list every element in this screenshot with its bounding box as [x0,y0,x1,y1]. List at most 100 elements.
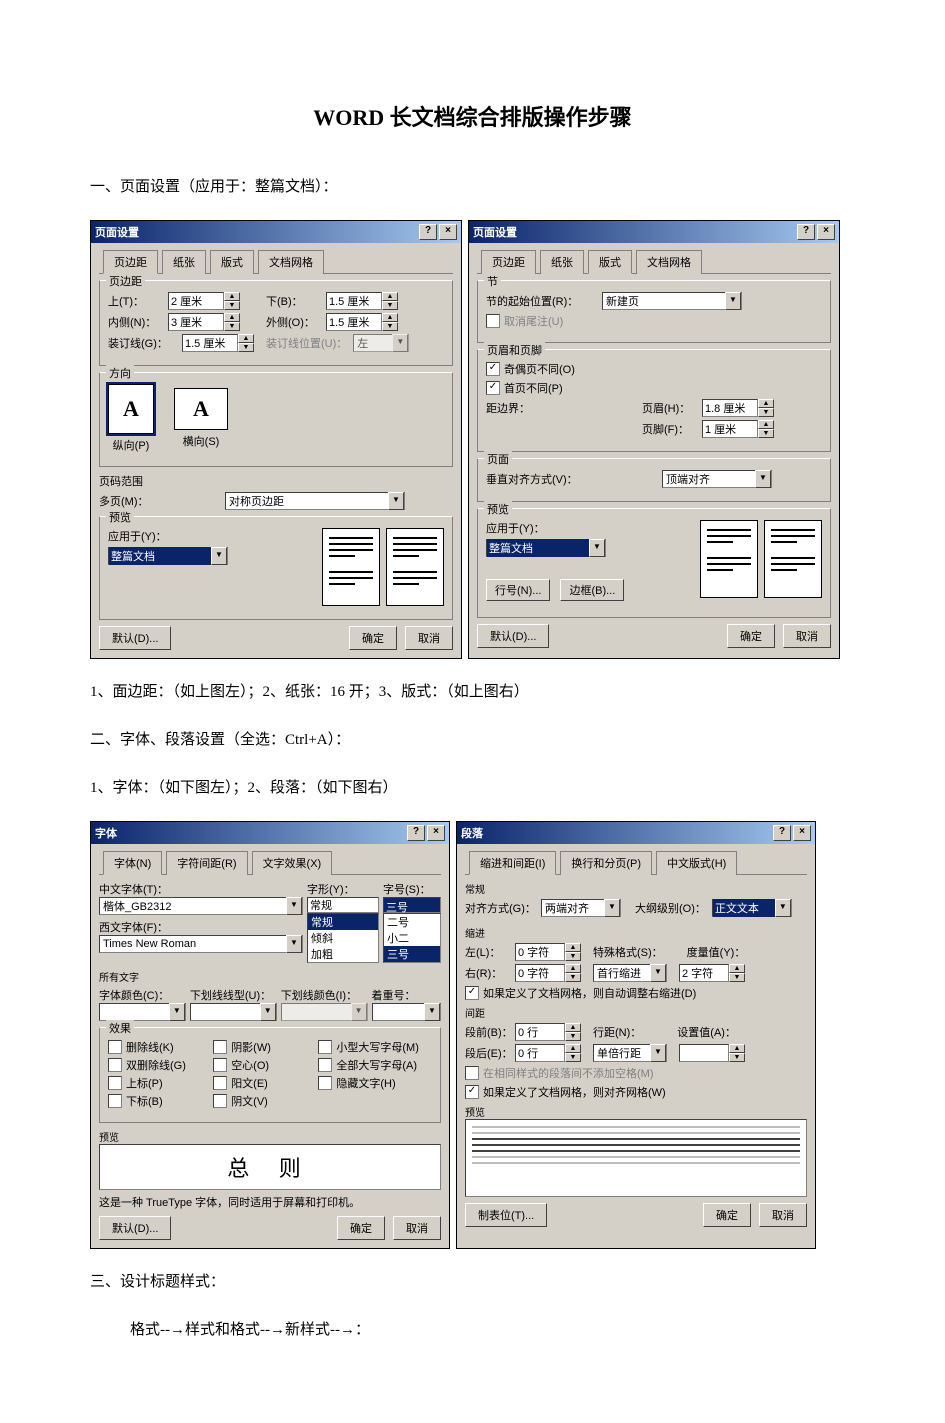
close-icon[interactable]: × [817,224,835,240]
font-color-combo[interactable]: ▼ [99,1003,186,1021]
list-item[interactable]: 常规 [308,914,378,930]
spin-down-icon[interactable]: ▼ [224,301,240,310]
spin-up-icon[interactable]: ▲ [382,292,398,301]
spin-up-icon[interactable]: ▲ [565,1044,581,1053]
gutter-spinner[interactable]: ▲▼ [182,334,254,352]
size-input[interactable]: 三号 [383,897,441,913]
list-item[interactable]: 加粗 [308,946,378,962]
help-icon[interactable]: ? [773,825,791,841]
special-combo[interactable]: 首行缩进 ▼ [593,964,667,982]
size-listbox[interactable]: 二号 小二 三号 小三 [383,913,441,963]
chevron-down-icon[interactable]: ▼ [388,492,404,510]
before-input[interactable] [515,1023,565,1041]
bottom-input[interactable] [326,292,382,310]
footer-spinner[interactable]: ▲▼ [702,420,774,438]
gutter-input[interactable] [182,334,238,352]
spin-up-icon[interactable]: ▲ [382,313,398,322]
default-button[interactable]: 默认(D)... [99,1216,171,1240]
line-spacing-combo[interactable]: 单倍行距 ▼ [593,1044,667,1062]
spin-down-icon[interactable]: ▼ [758,408,774,417]
cancel-button[interactable]: 取消 [393,1216,441,1240]
checkbox-icon[interactable]: ✓ [486,381,500,395]
header-input[interactable] [702,399,758,417]
spin-down-icon[interactable]: ▼ [224,322,240,331]
borders-button[interactable]: 边框(B)... [560,579,624,601]
en-font-combo[interactable]: Times New Roman ▼ [99,935,303,953]
spin-down-icon[interactable]: ▼ [729,973,745,982]
apply-to-combo[interactable]: 整篇文档 ▼ [108,547,228,565]
tab-asian[interactable]: 中文版式(H) [656,851,737,875]
help-icon[interactable]: ? [797,224,815,240]
emphasis-combo[interactable]: ▼ [372,1003,441,1021]
tab-paper[interactable]: 纸张 [162,250,206,274]
chevron-down-icon[interactable]: ▼ [650,1044,666,1062]
checkbox-icon[interactable] [108,1040,122,1054]
list-item[interactable]: 加粗 倾斜 [308,962,378,963]
tab-margins[interactable]: 页边距 [481,250,536,274]
inside-input[interactable] [168,313,224,331]
tab-paper[interactable]: 纸张 [540,250,584,274]
spin-down-icon[interactable]: ▼ [565,952,581,961]
checkbox-icon[interactable] [318,1076,332,1090]
at-spinner[interactable]: ▲▼ [679,1044,745,1062]
valign-combo[interactable]: 顶端对齐 ▼ [662,470,772,488]
tab-spacing[interactable]: 字符间距(R) [166,851,247,875]
tab-layout[interactable]: 版式 [210,250,254,274]
tab-effects[interactable]: 文字效果(X) [252,851,333,875]
checkbox-icon[interactable]: ✓ [486,362,500,376]
spin-up-icon[interactable]: ▲ [729,964,745,973]
checkbox-icon[interactable] [213,1094,227,1108]
spin-down-icon[interactable]: ▼ [729,1053,745,1062]
list-item[interactable]: 小二 [384,930,440,946]
outside-spinner[interactable]: ▲▼ [326,313,398,331]
checkbox-icon[interactable] [213,1040,227,1054]
chevron-down-icon[interactable]: ▼ [755,470,771,488]
chevron-down-icon[interactable]: ▼ [424,1003,440,1021]
left-indent-input[interactable] [515,943,565,961]
close-icon[interactable]: × [439,224,457,240]
spin-up-icon[interactable]: ▲ [565,1023,581,1032]
checkbox-icon[interactable] [108,1094,122,1108]
help-icon[interactable]: ? [407,825,425,841]
footer-input[interactable] [702,420,758,438]
spin-down-icon[interactable]: ▼ [382,322,398,331]
outside-input[interactable] [326,313,382,331]
cancel-button[interactable]: 取消 [405,626,453,650]
tabs-button[interactable]: 制表位(T)... [465,1203,547,1227]
checkbox-icon[interactable] [318,1040,332,1054]
checkbox-icon[interactable] [108,1058,122,1072]
checkbox-icon[interactable]: ✓ [465,986,479,1000]
chevron-down-icon[interactable]: ▼ [286,897,302,915]
ok-button[interactable]: 确定 [703,1203,751,1227]
tab-layout[interactable]: 版式 [588,250,632,274]
default-button[interactable]: 默认(D)... [477,624,549,648]
spin-down-icon[interactable]: ▼ [565,973,581,982]
spin-down-icon[interactable]: ▼ [565,1053,581,1062]
tab-font[interactable]: 字体(N) [103,851,162,875]
top-spinner[interactable]: ▲▼ [168,292,240,310]
close-icon[interactable]: × [793,825,811,841]
chevron-down-icon[interactable]: ▼ [286,935,302,953]
header-spinner[interactable]: ▲▼ [702,399,774,417]
spin-up-icon[interactable]: ▲ [238,334,254,343]
checkbox-icon[interactable] [318,1058,332,1072]
by-input[interactable] [679,964,729,982]
list-item[interactable]: 二号 [384,914,440,930]
tab-indent-spacing[interactable]: 缩进和间距(I) [469,851,556,875]
help-icon[interactable]: ? [419,224,437,240]
align-combo[interactable]: 两端对齐 ▼ [541,899,621,917]
default-button[interactable]: 默认(D)... [99,626,171,650]
chevron-down-icon[interactable]: ▼ [169,1003,185,1021]
bottom-spinner[interactable]: ▲▼ [326,292,398,310]
ok-button[interactable]: 确定 [337,1216,385,1240]
chevron-down-icon[interactable]: ▼ [775,899,791,917]
checkbox-icon[interactable] [213,1058,227,1072]
spin-up-icon[interactable]: ▲ [758,399,774,408]
style-listbox[interactable]: 常规 倾斜 加粗 加粗 倾斜 [307,913,379,963]
landscape-icon[interactable]: A [174,388,228,430]
list-item[interactable]: 小三 [384,962,440,963]
top-input[interactable] [168,292,224,310]
spin-down-icon[interactable]: ▼ [758,429,774,438]
chevron-down-icon[interactable]: ▼ [589,539,605,557]
chevron-down-icon[interactable]: ▼ [260,1003,276,1021]
